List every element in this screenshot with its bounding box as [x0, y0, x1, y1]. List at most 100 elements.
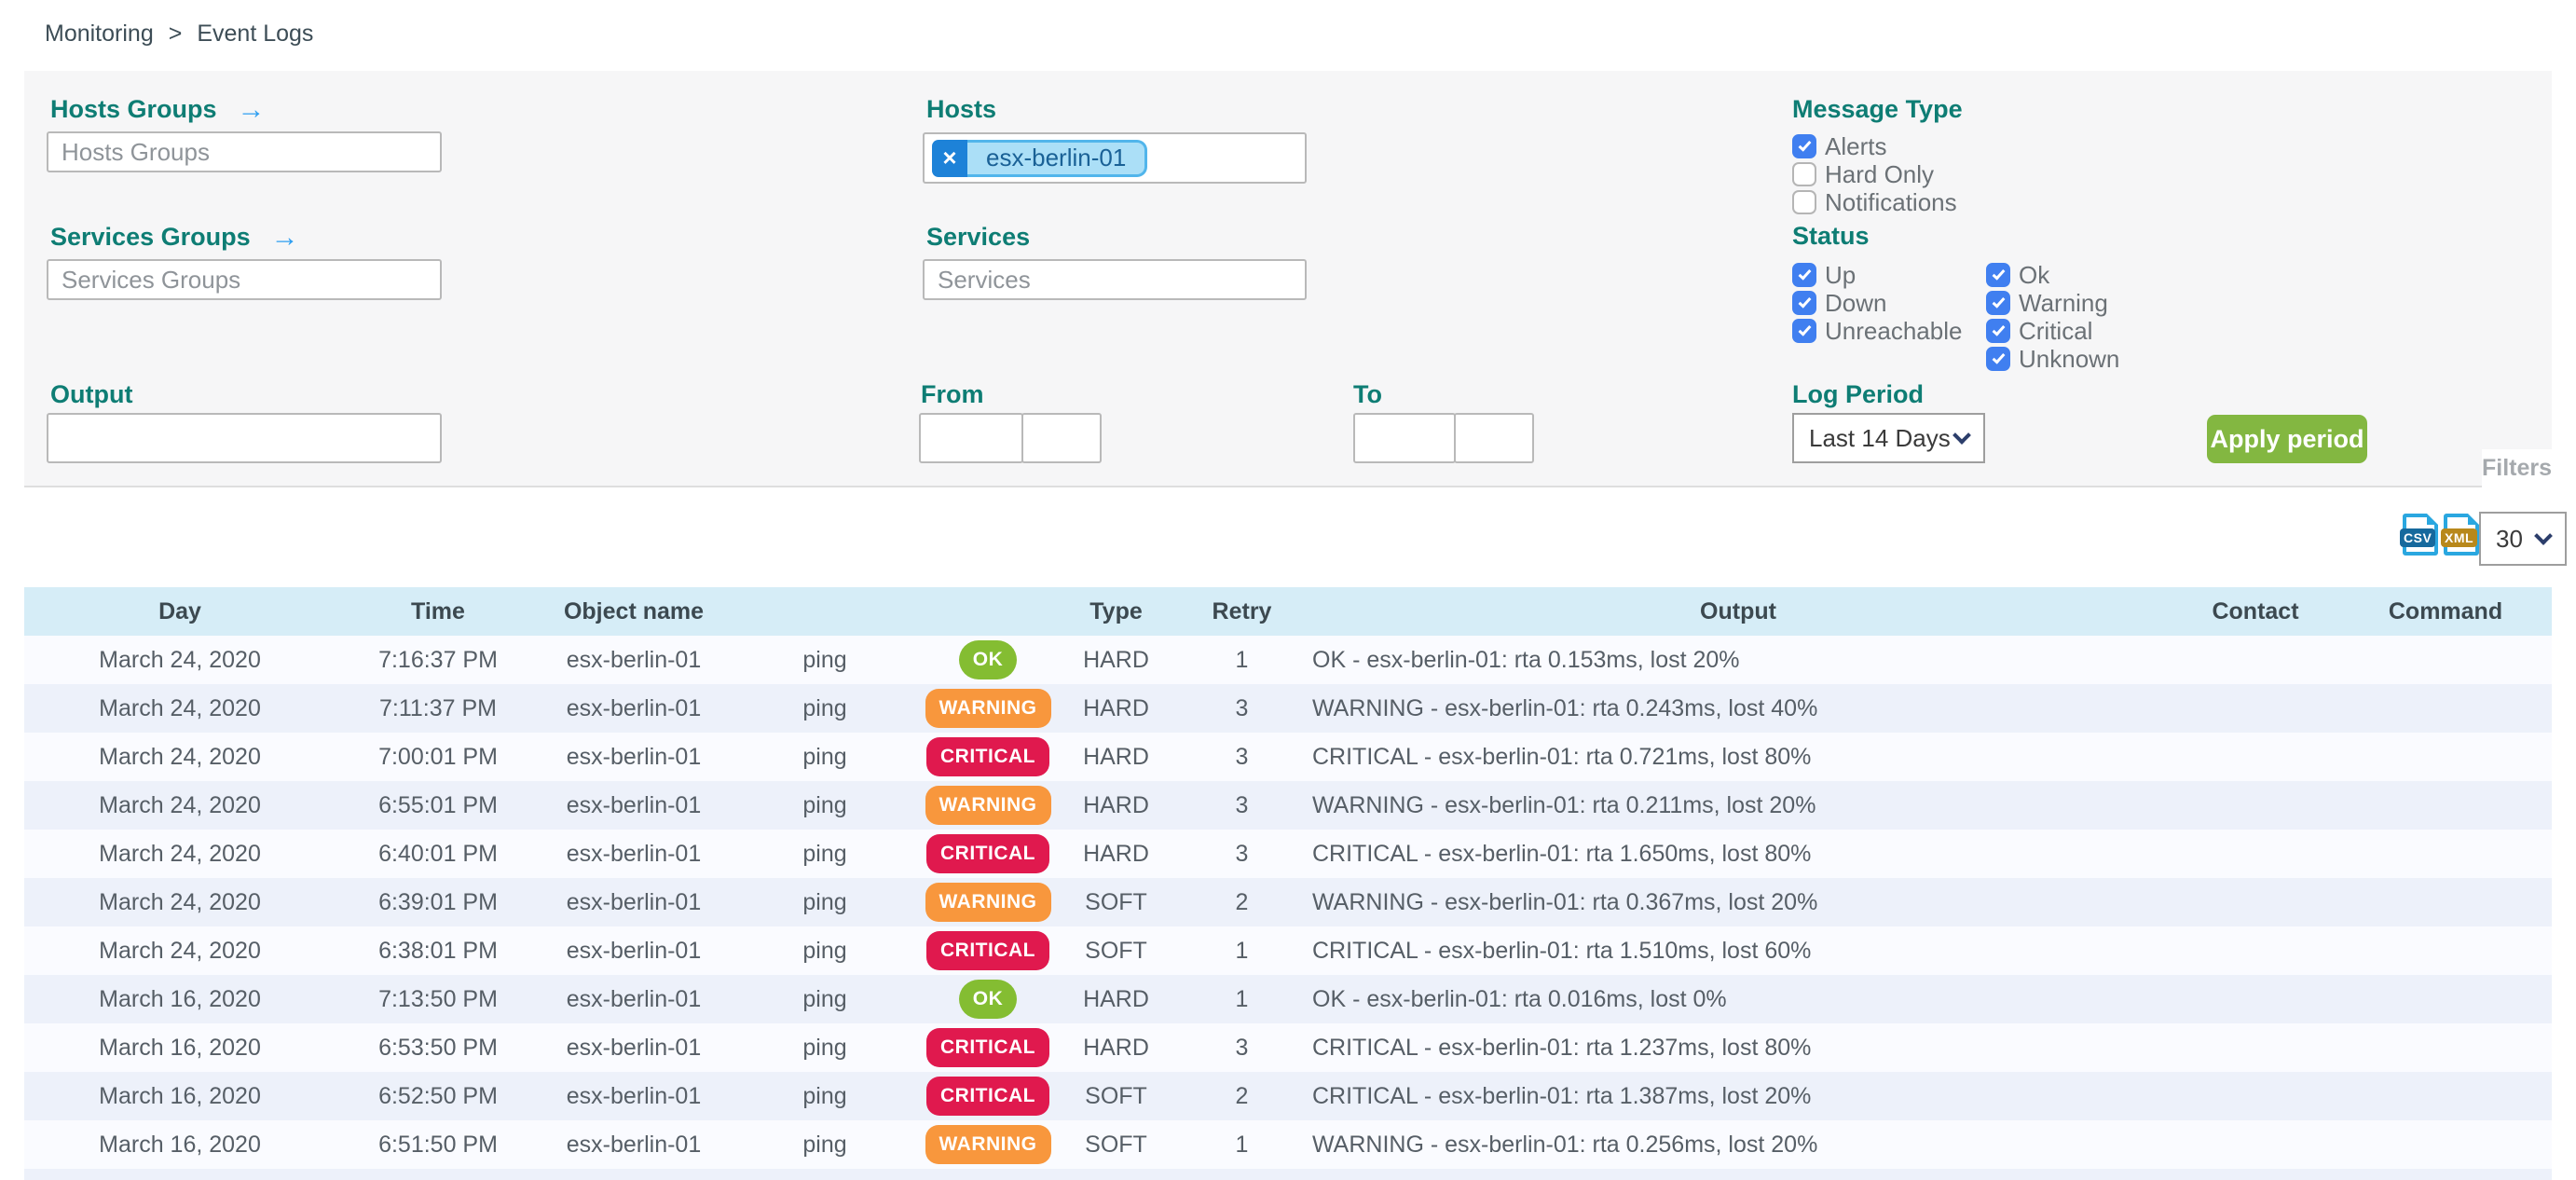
checkbox[interactable]: [1792, 190, 1816, 214]
checkbox-option-ok[interactable]: Ok: [1986, 261, 2119, 289]
checkbox[interactable]: [1792, 319, 1816, 343]
time-cell: 7:11:37 PM: [378, 694, 497, 721]
service-cell: ping: [802, 791, 847, 818]
column-header-day[interactable]: Day: [158, 597, 201, 624]
day-cell: March 24, 2020: [99, 937, 261, 964]
column-header-contact[interactable]: Contact: [2212, 597, 2299, 624]
command-cell: [2339, 781, 2552, 830]
breadcrumb: Monitoring > Event Logs: [45, 21, 313, 48]
from-time-input[interactable]: [1021, 413, 1102, 463]
column-header-retry[interactable]: Retry: [1212, 597, 1272, 624]
from-label-text: From: [921, 380, 984, 408]
status-badge: WARNING: [925, 786, 1051, 825]
column-header-state_type[interactable]: Type: [1089, 597, 1143, 624]
output-cell: OK - esx-berlin-01: rta 0.153ms, lost 20…: [1312, 646, 1740, 673]
from-date-input[interactable]: [919, 413, 1023, 463]
checkbox-label: Alerts: [1825, 131, 1887, 160]
column-header-time[interactable]: Time: [411, 597, 465, 624]
to-date-input[interactable]: [1353, 413, 1456, 463]
log-period-label: Log Period: [1792, 380, 1924, 409]
checkbox-option-down[interactable]: Down: [1792, 289, 1962, 317]
service-cell: ping: [802, 888, 847, 915]
checkbox[interactable]: [1792, 263, 1816, 287]
state_type-cell: SOFT: [1085, 937, 1147, 964]
status-cell: CRITICAL: [923, 733, 1053, 781]
page-size-select[interactable]: 30: [2479, 512, 2567, 566]
state_type-cell: HARD: [1083, 1034, 1149, 1061]
contact-cell: [2172, 975, 2339, 1023]
to-label-text: To: [1353, 380, 1382, 408]
status-badge: CRITICAL: [926, 931, 1049, 970]
day-cell: March 24, 2020: [99, 646, 261, 673]
object_name-cell: esx-berlin-01: [566, 985, 702, 1012]
check-icon: [1992, 350, 2006, 364]
hosts-label-text: Hosts: [926, 95, 997, 123]
services-groups-label-text: Services Groups: [50, 223, 251, 251]
service-cell: ping: [802, 985, 847, 1012]
command-cell: [2339, 975, 2552, 1023]
apply-period-button[interactable]: Apply period: [2207, 415, 2367, 463]
breadcrumb-monitoring[interactable]: Monitoring: [45, 21, 154, 47]
folded-corner-icon: [2468, 514, 2479, 525]
checkbox[interactable]: [1986, 347, 2010, 371]
services-label-text: Services: [926, 223, 1031, 251]
status-badge: OK: [958, 980, 1018, 1019]
export-xml-icon[interactable]: XML: [2441, 514, 2479, 556]
checkbox[interactable]: [1986, 319, 2010, 343]
checkbox-option-hard-only[interactable]: Hard Only: [1792, 160, 1957, 188]
log-period-select[interactable]: Last 14 Days: [1792, 413, 1985, 463]
chip-remove-button[interactable]: ×: [932, 139, 967, 177]
status-badge: WARNING: [925, 883, 1051, 922]
filters-tab[interactable]: Filters: [2482, 449, 2552, 487]
day-cell: March 16, 2020: [99, 1034, 261, 1061]
day-cell: March 24, 2020: [99, 791, 261, 818]
checkbox-option-critical[interactable]: Critical: [1986, 317, 2119, 345]
log-period-value: Last 14 Days: [1809, 423, 1951, 452]
column-header-object_name[interactable]: Object name: [563, 597, 705, 624]
breadcrumb-event-logs[interactable]: Event Logs: [197, 21, 314, 47]
chevron-down-icon: [1953, 426, 1971, 445]
hosts-groups-input[interactable]: [47, 131, 442, 172]
output-cell: WARNING - esx-berlin-01: rta 0.256ms, lo…: [1312, 1131, 1818, 1158]
table-row: March 16, 2020 6:52:50 PM esx-berlin-01 pin…: [24, 1072, 2552, 1120]
services-groups-input[interactable]: [47, 259, 442, 300]
checkbox-option-notifications[interactable]: Notifications: [1792, 188, 1957, 216]
arrow-right-icon[interactable]: →: [270, 221, 299, 253]
checkbox-option-up[interactable]: Up: [1792, 261, 1962, 289]
checkbox-option-warning[interactable]: Warning: [1986, 289, 2119, 317]
time-cell: 6:55:01 PM: [378, 791, 498, 818]
time-cell: 6:52:50 PM: [378, 1082, 498, 1109]
breadcrumb-separator: >: [168, 21, 183, 47]
checkbox-option-alerts[interactable]: Alerts: [1792, 132, 1957, 160]
hosts-input[interactable]: × esx-berlin-01: [923, 132, 1307, 184]
status-cell: WARNING: [923, 781, 1053, 830]
hosts-groups-label-text: Hosts Groups: [50, 95, 217, 123]
status-cell: CRITICAL: [923, 1023, 1053, 1072]
checkbox[interactable]: [1792, 291, 1816, 315]
checkbox[interactable]: [1792, 134, 1816, 158]
status-cell: WARNING: [923, 878, 1053, 926]
arrow-right-icon[interactable]: →: [237, 93, 266, 125]
status-badge: CRITICAL: [926, 1028, 1049, 1067]
export-csv-icon[interactable]: CSV: [2400, 514, 2438, 556]
command-cell: [2339, 1023, 2552, 1072]
services-input[interactable]: [923, 259, 1307, 300]
contact-cell: [2172, 733, 2339, 781]
column-header-output[interactable]: Output: [1700, 597, 1776, 624]
column-header-command[interactable]: Command: [2388, 597, 2503, 624]
output-input[interactable]: [47, 413, 442, 463]
checkbox[interactable]: [1792, 162, 1816, 186]
checkbox-option-unreachable[interactable]: Unreachable: [1792, 317, 1962, 345]
checkbox-option-unknown[interactable]: Unknown: [1986, 345, 2119, 373]
status-cell: OK: [923, 975, 1053, 1023]
to-time-input[interactable]: [1454, 413, 1534, 463]
status-badge: OK: [958, 640, 1018, 679]
state_type-cell: HARD: [1083, 646, 1149, 673]
service-cell: ping: [802, 1034, 847, 1061]
checkbox[interactable]: [1986, 263, 2010, 287]
object_name-cell: esx-berlin-01: [566, 743, 702, 770]
checkbox[interactable]: [1986, 291, 2010, 315]
status-options-col2: Ok Warning Critical Unknown: [1986, 261, 2119, 373]
retry-cell: 2: [1235, 888, 1249, 915]
output-cell: WARNING - esx-berlin-01: rta 0.211ms, lo…: [1312, 791, 1816, 818]
